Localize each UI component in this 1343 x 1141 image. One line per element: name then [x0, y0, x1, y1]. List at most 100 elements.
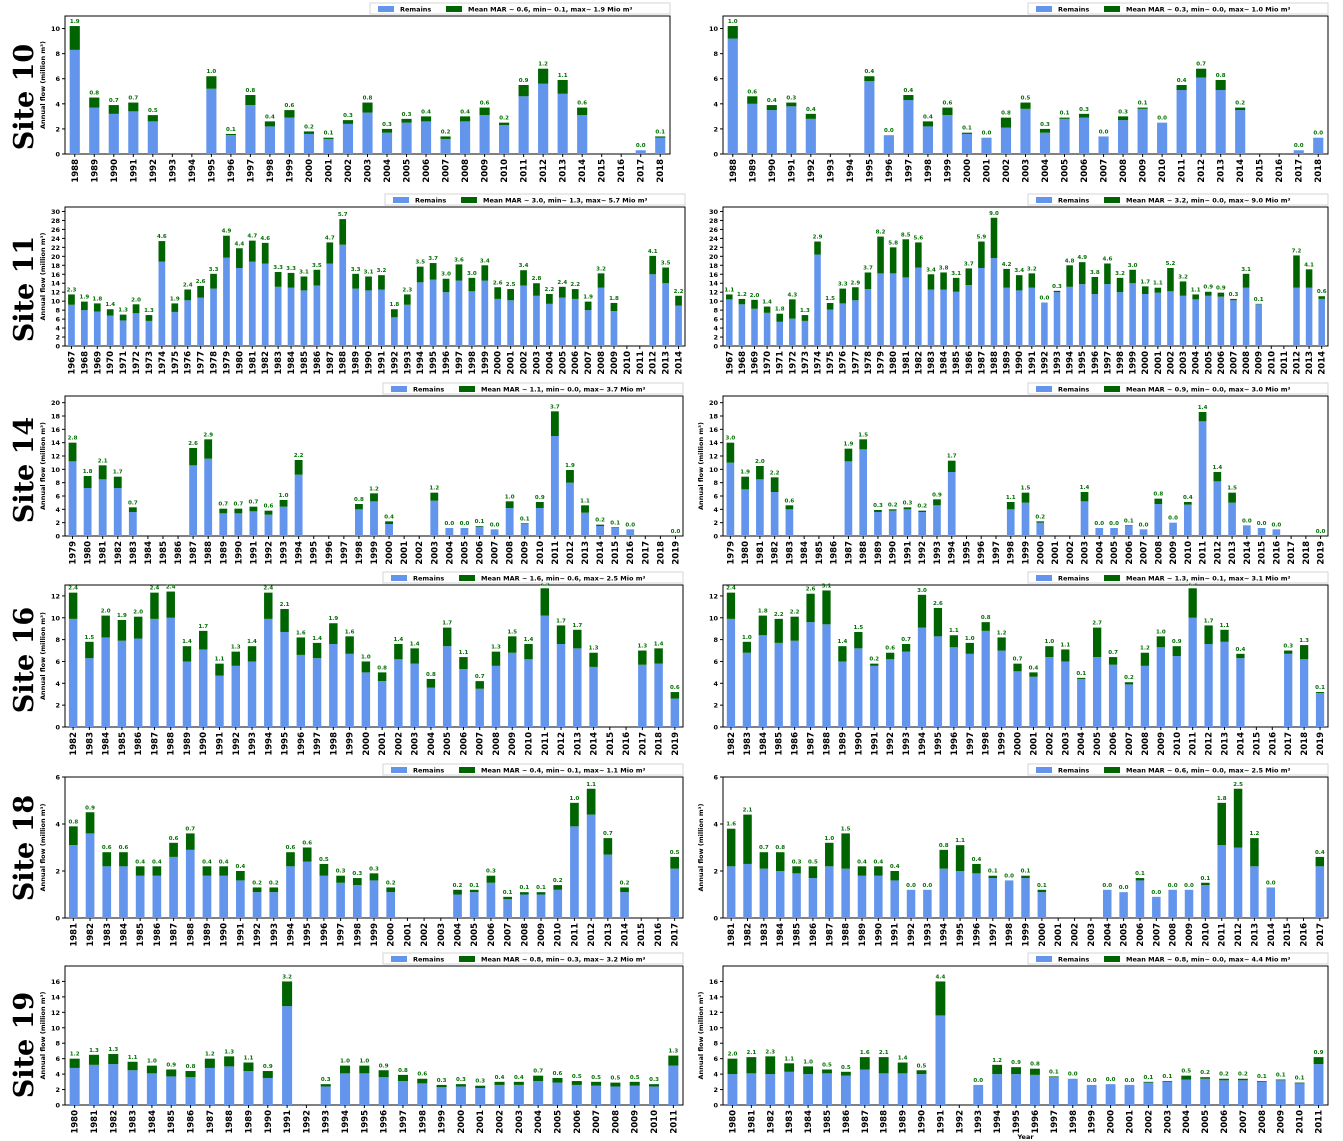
bar-remains: [535, 508, 544, 536]
x-tick-label: 1997: [246, 159, 256, 183]
bar-mar: [546, 293, 553, 304]
bar-mar: [981, 622, 990, 631]
x-tick-label: 1997: [992, 541, 1002, 565]
x-tick-label: 1971: [776, 351, 786, 375]
x-tick-label: 1989: [858, 923, 868, 947]
bar-remains: [1021, 878, 1030, 918]
x-tick-label: 2013: [662, 351, 672, 375]
x-tick-label: 1982: [744, 923, 754, 947]
y-tick-label: 16: [51, 978, 61, 986]
x-tick-label: 1996: [442, 351, 452, 375]
bar-mar: [83, 476, 92, 488]
data-label: 0.7: [533, 1069, 543, 1075]
bar-mar: [378, 275, 385, 290]
bar-mar: [508, 636, 517, 653]
bar-mar: [459, 657, 468, 670]
legend-box: [384, 193, 686, 206]
data-label: 0.4: [890, 864, 900, 870]
bar-remains: [1110, 528, 1118, 536]
data-label: 1.0: [824, 836, 834, 842]
x-tick-label: 2008: [1169, 923, 1179, 947]
bar-remains: [440, 138, 451, 154]
x-tick-label: 1996: [885, 159, 895, 183]
bar-mar: [210, 273, 217, 289]
x-tick-label: 2004: [1182, 1110, 1192, 1134]
y-tick-label: 6: [713, 75, 718, 83]
bar-remains: [204, 458, 213, 536]
bar-remains: [1015, 290, 1023, 346]
x-tick-label: 2012: [1234, 923, 1244, 947]
bar-remains: [1011, 1074, 1021, 1105]
data-label: 1.3: [668, 1049, 678, 1055]
legend-swatch-remains: [391, 386, 407, 392]
chart-panel-3: 0246810121416182022242628301.119671.2196…: [709, 193, 1329, 375]
bar-remains: [550, 436, 559, 536]
x-tick-label: 1983: [85, 732, 95, 756]
bar-remains: [1192, 299, 1199, 346]
data-label: 1.4: [105, 302, 115, 308]
bar-mar: [1037, 889, 1047, 893]
x-tick-label: 1999: [1088, 1110, 1098, 1134]
data-label: 0.0: [1087, 1078, 1097, 1084]
bar-mar: [128, 507, 137, 512]
bar-remains: [738, 304, 746, 346]
data-label: 1.9: [844, 442, 854, 448]
x-tick-label: 1983: [129, 1110, 139, 1134]
data-label: 0.1: [1076, 671, 1086, 677]
x-tick-label: 1986: [965, 351, 975, 375]
bar-remains: [319, 875, 329, 918]
site-label-11: Site 11: [9, 236, 40, 342]
data-label: 0.8: [939, 843, 949, 849]
y-tick-label: 0: [55, 343, 60, 351]
bar-remains: [566, 482, 574, 536]
data-label: 1.5: [853, 625, 863, 631]
bar-remains: [1228, 502, 1236, 536]
data-label: 0.3: [649, 1077, 659, 1083]
data-label: 0.1: [1021, 869, 1031, 875]
x-tick-label: 2004: [1041, 159, 1051, 183]
bar-remains: [573, 648, 582, 727]
bar-remains: [135, 875, 145, 918]
bar-remains: [490, 529, 499, 536]
bar-mar: [108, 105, 119, 114]
x-tick-label: 2004: [1077, 732, 1087, 756]
data-label: 3.4: [480, 258, 490, 264]
bar-remains: [1020, 108, 1031, 154]
data-label: 0.1: [610, 520, 620, 526]
data-label: 1.3: [89, 1048, 99, 1054]
data-label: 0.1: [962, 126, 972, 132]
data-label: 2.5: [506, 282, 516, 288]
legend-swatch-mar: [1104, 386, 1120, 392]
bar-remains: [132, 313, 140, 346]
data-label: 1.0: [742, 635, 752, 641]
data-label: 0.4: [806, 107, 816, 113]
y-tick-label: 30: [51, 208, 61, 216]
data-label: 0.0: [1094, 521, 1104, 527]
data-label: 0.1: [520, 516, 530, 522]
bar-remains: [776, 321, 783, 346]
bar-mar: [859, 1057, 870, 1070]
bar-mar: [1061, 649, 1070, 662]
data-label: 0.1: [1060, 111, 1070, 117]
x-tick-label: 2009: [1277, 1110, 1287, 1134]
x-tick-label: 1992: [955, 1110, 965, 1134]
data-label: 0.3: [1040, 122, 1050, 128]
bar-remains: [915, 267, 922, 346]
bar-remains: [1201, 885, 1210, 918]
bar-mar: [1039, 128, 1051, 133]
bar-remains: [479, 115, 490, 154]
bar-remains: [355, 509, 363, 536]
bar-remains: [584, 310, 592, 346]
data-label: 0.2: [252, 880, 262, 886]
legend-box: [1027, 952, 1329, 965]
bar-remains: [784, 1071, 795, 1105]
bar-remains: [1236, 658, 1245, 727]
x-tick-label: 1979: [69, 541, 79, 565]
bar-mar: [420, 116, 432, 122]
y-tick-label: 14: [709, 993, 719, 1001]
legend-label-remains: Remains: [1058, 386, 1089, 394]
data-label: 3.1: [364, 270, 374, 276]
y-tick-label: 14: [51, 280, 61, 288]
bar-remains: [166, 1076, 177, 1105]
